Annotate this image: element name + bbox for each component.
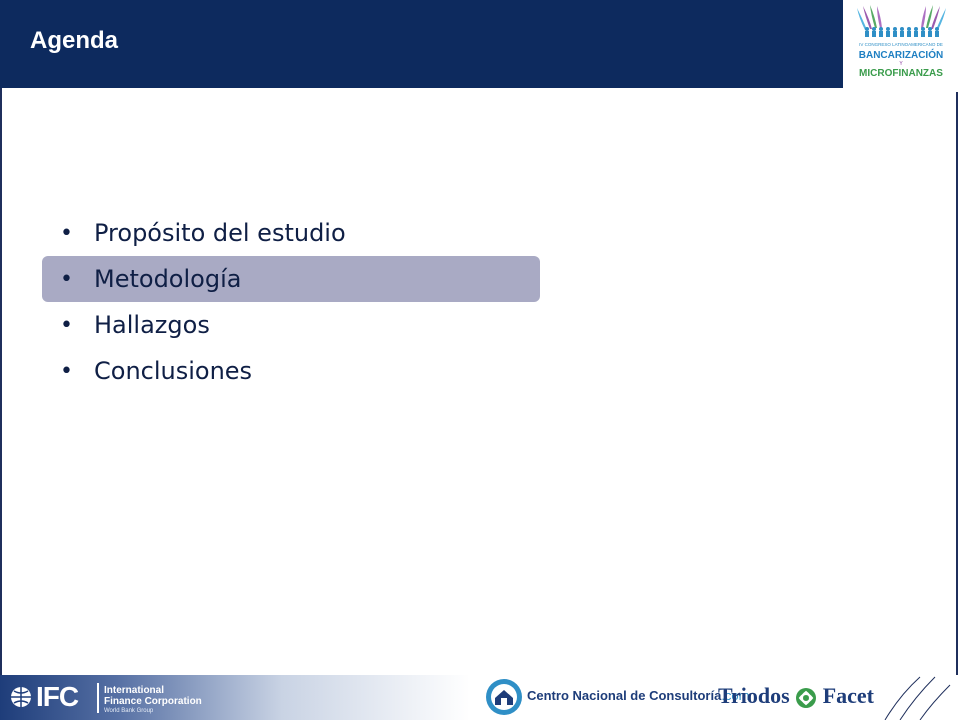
cnc-logo-icon [486, 679, 522, 715]
triodos-facet-logo: Triodos Facet [718, 683, 874, 709]
footer: IFC International Finance Corporation Wo… [0, 675, 960, 720]
event-logo-line3: Y [899, 61, 903, 67]
triodos-knot-icon [796, 687, 817, 708]
facet-name: Facet [822, 683, 875, 708]
event-logo: IV CONGRESO LATINOAMERICANO DE BANCARIZA… [843, 0, 960, 92]
bullet: • [60, 266, 73, 292]
ifc-divider [97, 683, 99, 713]
slide-frame [0, 80, 958, 675]
event-logo-line1: IV CONGRESO LATINOAMERICANO DE [859, 42, 943, 47]
agenda-list: • Propósito del estudio • Metodología • … [42, 210, 540, 394]
event-logo-line2: BANCARIZACIÓN [859, 48, 943, 61]
bullet: • [60, 312, 73, 338]
ifc-group: World Bank Group [104, 708, 154, 714]
cnc-logo-text: Centro Nacional de Consultoría.com [527, 688, 749, 703]
bullet: • [60, 220, 73, 246]
agenda-item-metodologia: • Metodología [42, 256, 540, 302]
ifc-name: International Finance Corporation [104, 685, 202, 707]
page-title: Agenda [30, 27, 119, 54]
ifc-logo-text: IFC [36, 681, 79, 712]
agenda-item-label: Hallazgos [94, 311, 210, 339]
globe-icon [11, 687, 31, 707]
bullet: • [60, 358, 73, 384]
triodos-name: Triodos [718, 683, 790, 708]
ifc-logo-band: IFC International Finance Corporation Wo… [0, 675, 470, 720]
agenda-item-label: Propósito del estudio [94, 219, 346, 247]
congress-logo-icon: IV CONGRESO LATINOAMERICANO DE BANCARIZA… [857, 5, 946, 79]
header-bar: Agenda [0, 0, 843, 88]
ifc-name-line2: Finance Corporation [104, 696, 202, 707]
cnc-name: Centro Nacional de Consultoría [527, 688, 722, 703]
agenda-item-proposito: • Propósito del estudio [42, 210, 540, 256]
decorative-lines-icon [884, 676, 951, 720]
event-logo-line4: MICROFINANZAS [859, 68, 943, 79]
agenda-item-hallazgos: • Hallazgos [42, 302, 540, 348]
cnc-suffix: .com [721, 688, 750, 703]
agenda-item-label: Metodología [94, 265, 242, 293]
ifc-name-line1: International [104, 685, 165, 696]
agenda-item-conclusiones: • Conclusiones [42, 348, 540, 394]
agenda-item-label: Conclusiones [94, 357, 253, 385]
